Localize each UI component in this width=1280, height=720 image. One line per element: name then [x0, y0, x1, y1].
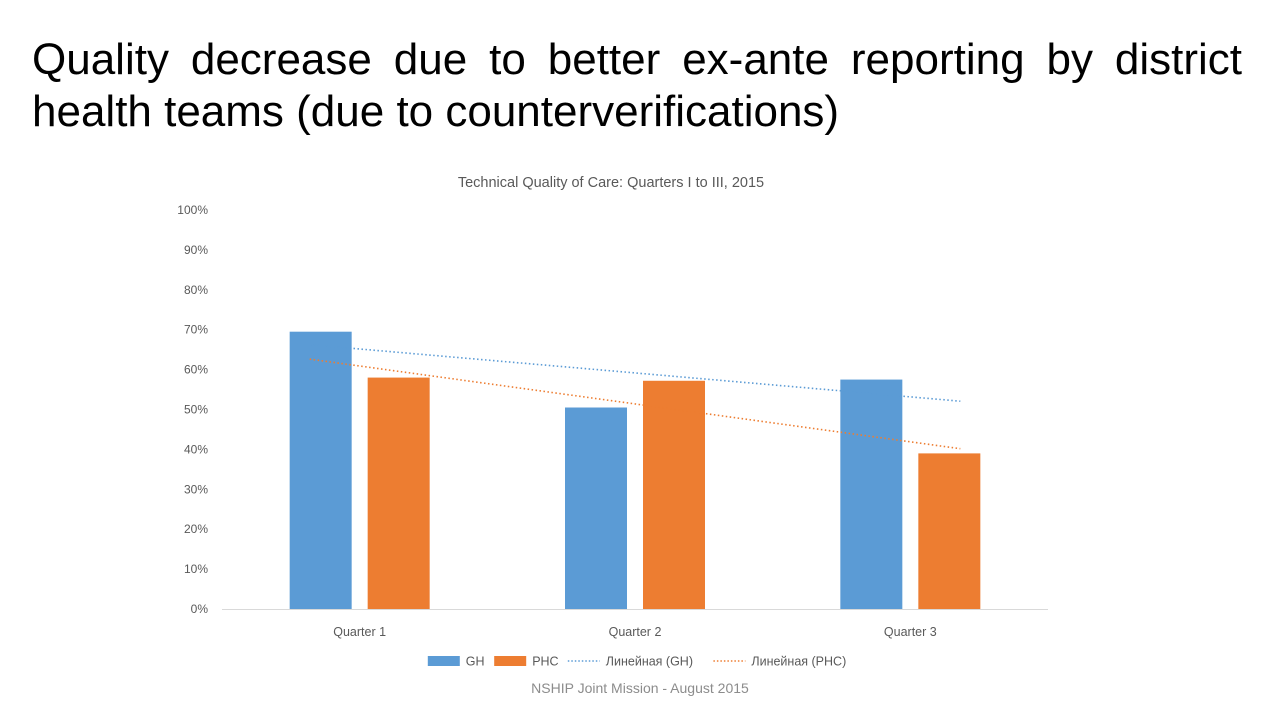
legend-label: GH — [466, 655, 485, 669]
slide-footer: NSHIP Joint Mission - August 2015 — [531, 680, 749, 696]
bar-phc-1 — [367, 377, 430, 609]
bar-phc-2 — [643, 380, 705, 609]
y-tick-label: 70% — [184, 323, 208, 337]
y-axis: 0% 10% 20% 30% 40% 50% 60% 70% 80% 90% 100% — [177, 203, 208, 616]
trendline-gh — [309, 343, 961, 403]
slide-title: Quality decrease due to better ex-ante r… — [32, 35, 1242, 136]
legend-label: Линейная (GH) — [606, 655, 693, 669]
legend-swatch-1 — [494, 656, 527, 666]
bar-phc-3 — [918, 453, 981, 609]
x-tick-label: Quarter 1 — [333, 625, 386, 639]
y-tick-label: 100% — [177, 203, 208, 217]
y-tick-label: 0% — [191, 602, 209, 616]
legend: GH PHC Линейная (GH) Линейная (PHC) — [427, 655, 846, 669]
x-tick-label: Quarter 3 — [884, 625, 937, 639]
y-tick-label: 90% — [184, 243, 208, 257]
legend-swatch-0 — [427, 656, 460, 666]
y-tick-label: 10% — [184, 562, 208, 576]
legend-label: PHC — [532, 655, 558, 669]
y-tick-label: 50% — [184, 403, 208, 417]
bar-gh-3 — [840, 379, 903, 609]
trendlines — [309, 343, 961, 450]
y-tick-label: 80% — [184, 283, 208, 297]
bar-gh-1 — [289, 331, 352, 609]
x-tick-label: Quarter 2 — [609, 625, 662, 639]
y-tick-label: 30% — [184, 482, 208, 496]
bar-chart: Technical Quality of Care: Quarters I to… — [177, 175, 1048, 669]
bars — [289, 331, 981, 609]
y-tick-label: 60% — [184, 363, 208, 377]
trendline-phc — [309, 358, 961, 450]
y-tick-label: 20% — [184, 522, 208, 536]
y-tick-label: 40% — [184, 442, 208, 456]
x-axis: Quarter 1 Quarter 2 Quarter 3 — [222, 609, 1048, 639]
legend-label: Линейная (PHC) — [751, 655, 846, 669]
bar-gh-2 — [565, 407, 627, 609]
chart-title: Technical Quality of Care: Quarters I to… — [458, 175, 764, 191]
